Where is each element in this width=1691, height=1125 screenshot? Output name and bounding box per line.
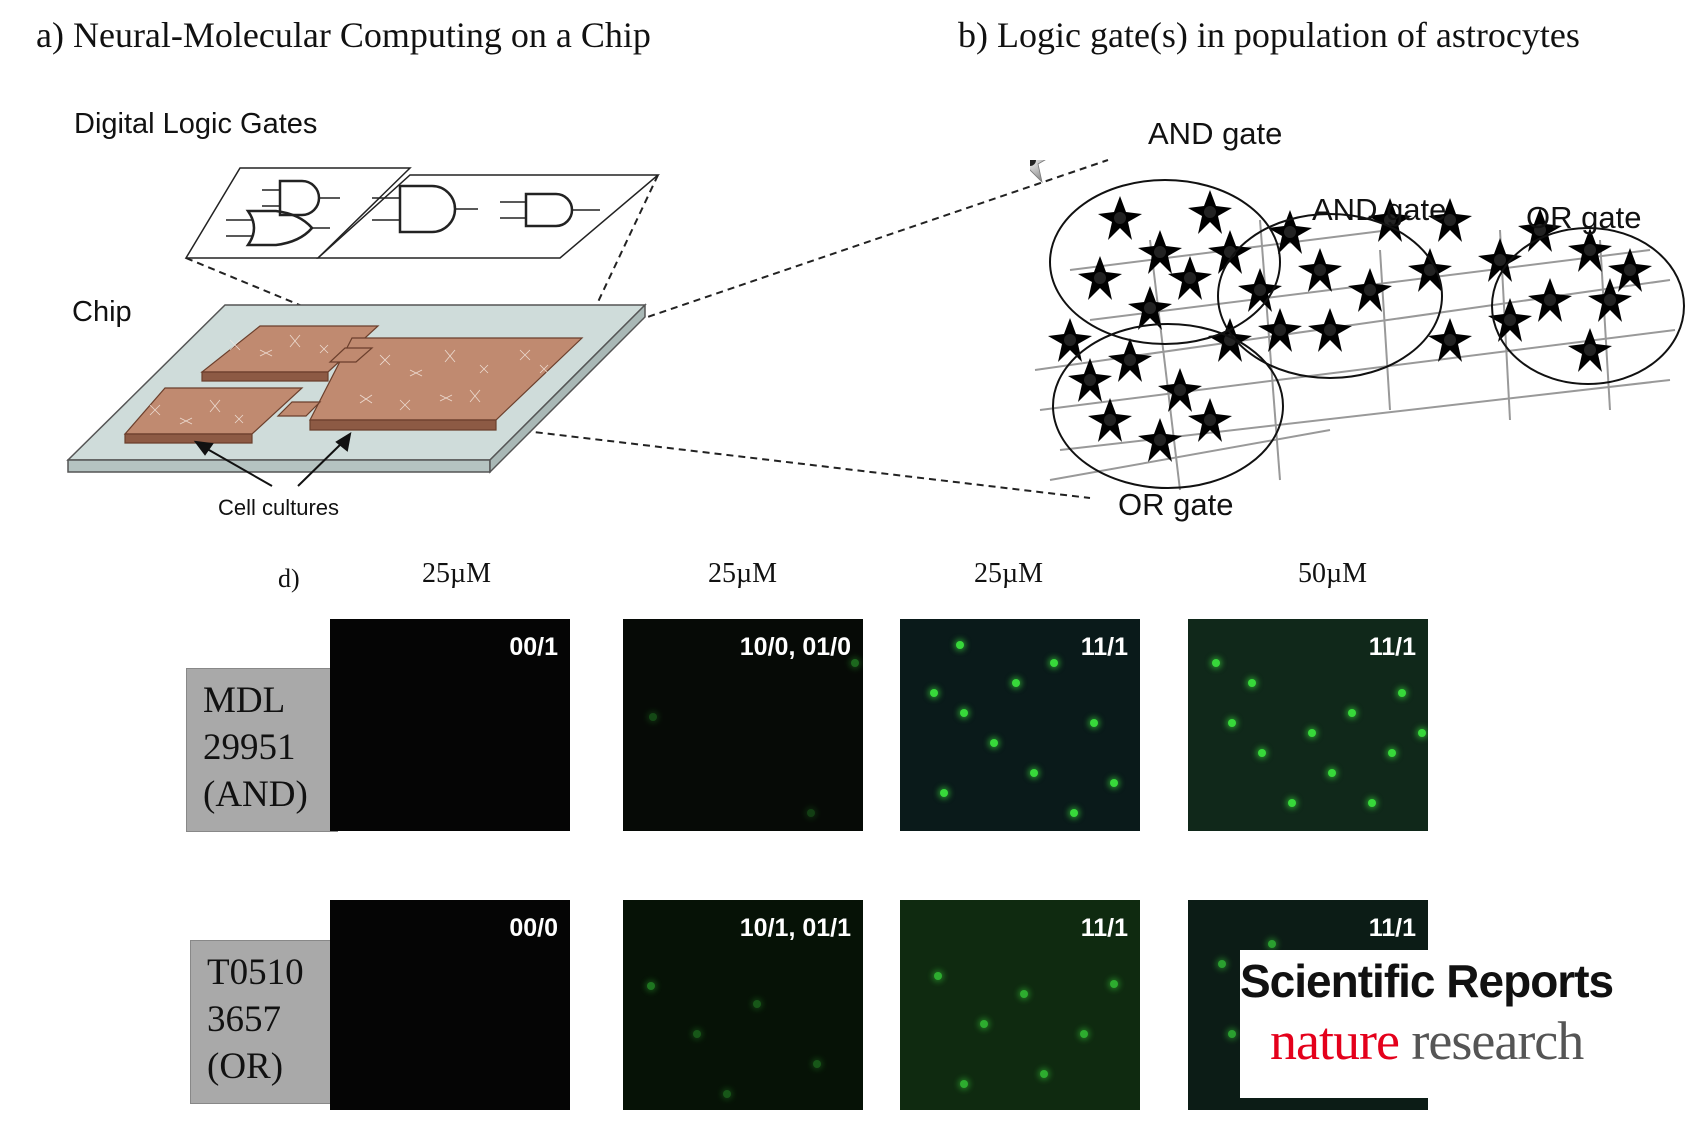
fluorescent-cell — [807, 809, 815, 817]
chip-label: Chip — [72, 296, 132, 328]
concentration-label-2: 25µM — [708, 558, 778, 589]
input-output-code: 00/0 — [509, 914, 558, 942]
fluorescent-cell — [1388, 749, 1396, 757]
input-output-code: 10/1, 01/1 — [739, 914, 851, 942]
micrograph-r1c3: 11/1 — [900, 619, 1140, 831]
or-gate-label-2: OR gate — [1118, 487, 1234, 522]
gate-circles — [1049, 179, 1685, 489]
fluorescent-cell — [1268, 940, 1276, 948]
fluorescent-cell — [1348, 709, 1356, 717]
fluorescent-cell — [693, 1030, 701, 1038]
cell-culture-pads — [123, 325, 584, 444]
logic-gate-plane — [184, 167, 661, 259]
cell-cultures-label: Cell cultures — [218, 495, 340, 520]
drug-label-line: 3657 — [207, 999, 281, 1040]
drug-label-t0510: T0510 3657 (OR) — [190, 940, 336, 1104]
publisher-name-grey: research — [1398, 1011, 1584, 1071]
concentration-label-1: 25µM — [422, 558, 492, 589]
fluorescent-cell — [930, 689, 938, 697]
input-output-code: 11/1 — [1080, 914, 1128, 942]
micrograph-r2c1: 00/0 — [330, 900, 570, 1110]
fluorescent-cell — [956, 641, 964, 649]
fluorescent-cell — [1328, 769, 1336, 777]
drug-label-line: (OR) — [207, 1046, 284, 1087]
micrograph-r2c2: 10/1, 01/1 — [623, 900, 863, 1110]
input-output-code: 00/1 — [509, 633, 558, 661]
fluorescent-cell — [934, 972, 942, 980]
fluorescent-cell — [1368, 799, 1376, 807]
astrocyte-network — [1030, 160, 1685, 491]
panel-d-label: d) — [278, 564, 300, 593]
fluorescent-cell — [647, 982, 655, 990]
fluorescent-cell — [990, 739, 998, 747]
concentration-label-3: 25µM — [974, 558, 1044, 589]
and-gate-label-1: AND gate — [1148, 116, 1283, 151]
drug-label-line: MDL — [203, 680, 286, 721]
input-output-code: 11/1 — [1368, 633, 1416, 661]
publisher-name-red: nature — [1270, 1011, 1400, 1071]
fluorescent-cell — [1070, 809, 1078, 817]
fluorescent-cell — [1020, 990, 1028, 998]
fluorescent-cell — [940, 789, 948, 797]
drug-label-line: 29951 — [203, 727, 296, 768]
fluorescent-cell — [1228, 719, 1236, 727]
fluorescent-cell — [723, 1090, 731, 1098]
micrograph-r1c4: 11/1 — [1188, 619, 1428, 831]
fluorescent-cell — [960, 1080, 968, 1088]
fluorescent-cell — [649, 713, 657, 721]
panel-a-title: a) Neural-Molecular Computing on a Chip — [36, 15, 651, 55]
fluorescent-cell — [1040, 1070, 1048, 1078]
fluorescent-cell — [1110, 980, 1118, 988]
publisher-name: nature research — [1270, 1010, 1584, 1072]
micrograph-r2c3: 11/1 — [900, 900, 1140, 1110]
fluorescent-cell — [1308, 729, 1316, 737]
fluorescent-cell — [980, 1020, 988, 1028]
astrocyte-cells — [1030, 160, 1046, 184]
micrograph-r1c1: 00/1 — [330, 619, 570, 831]
fluorescent-cell — [1090, 719, 1098, 727]
digital-logic-gates-label: Digital Logic Gates — [74, 108, 318, 140]
input-output-code: 10/0, 01/0 — [739, 633, 851, 661]
fluorescent-cell — [1418, 729, 1426, 737]
culture-cells — [149, 334, 549, 425]
fluorescent-cell — [813, 1060, 821, 1068]
drug-label-mdl: MDL 29951 (AND) — [186, 668, 338, 832]
cell-culture-arrows — [193, 431, 352, 487]
or-gate-label-1: OR gate — [1526, 200, 1642, 235]
journal-branding: Scientific Reports nature research — [1240, 950, 1650, 1098]
fluorescent-cell — [1288, 799, 1296, 807]
input-output-code: 11/1 — [1368, 914, 1416, 942]
fluorescent-cell — [1012, 679, 1020, 687]
panel-b-title: b) Logic gate(s) in population of astroc… — [958, 15, 1580, 55]
fluorescent-cell — [1398, 689, 1406, 697]
fluorescent-cell — [1248, 679, 1256, 687]
fluorescent-cell — [851, 659, 859, 667]
journal-name: Scientific Reports — [1240, 955, 1614, 1007]
fluorescent-cell — [753, 1000, 761, 1008]
fluorescent-cell — [1030, 769, 1038, 777]
micrograph-r1c2: 10/0, 01/0 — [623, 619, 863, 831]
fluorescent-cell — [1228, 1030, 1236, 1038]
fluorescent-cell — [960, 709, 968, 717]
fluorescent-cell — [1050, 659, 1058, 667]
fluorescent-cell — [1218, 960, 1226, 968]
fluorescent-cell — [1258, 749, 1266, 757]
fluorescent-cell — [1212, 659, 1220, 667]
fluorescent-cell — [1110, 779, 1118, 787]
concentration-label-4: 50µM — [1298, 558, 1368, 589]
drug-label-line: T0510 — [207, 952, 304, 993]
and-gate-label-2: AND gate — [1312, 192, 1447, 227]
fluorescent-cell — [1080, 1030, 1088, 1038]
drug-label-line: (AND) — [203, 774, 308, 815]
input-output-code: 11/1 — [1080, 633, 1128, 661]
